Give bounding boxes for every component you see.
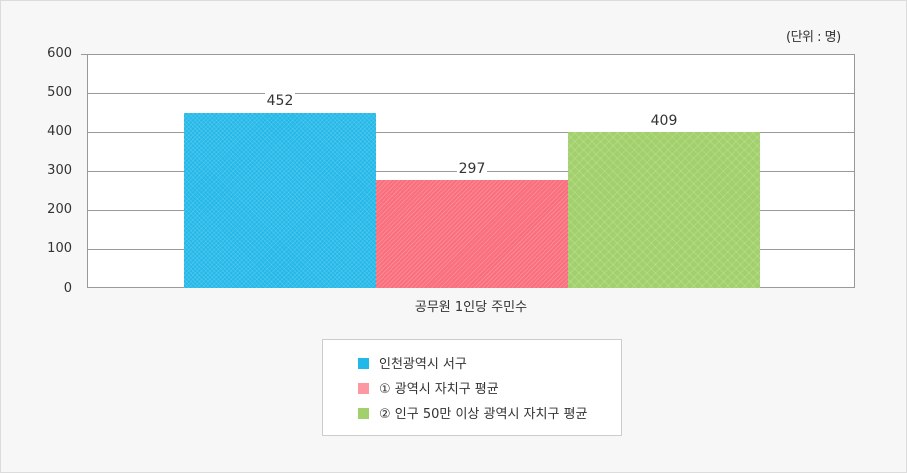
- gridline-500: [87, 93, 855, 94]
- y-tick-100: 100: [47, 241, 72, 256]
- y-tick-400: 400: [47, 124, 72, 139]
- bar-500k-metro-district-average: [568, 132, 760, 288]
- value-label-500k-metro-district-average: 409: [648, 113, 680, 129]
- x-category-label: 공무원 1인당 주민수: [414, 300, 528, 315]
- y-tick-600: 600: [47, 46, 72, 61]
- legend-item-500k-metro-district-average: ② 인구 50만 이상 광역시 자치구 평균: [358, 403, 587, 422]
- legend-item-metro-district-average: ① 광역시 자치구 평균: [358, 378, 499, 397]
- legend-item-incheon-seogu: 인천광역시 서구: [358, 353, 467, 372]
- value-label-incheon-seogu: 452: [264, 93, 296, 109]
- y-tick-0: 0: [63, 281, 72, 296]
- tick-mark-600: [81, 54, 87, 55]
- bar-incheon-seogu: [184, 113, 376, 288]
- bar-metro-district-average: [376, 180, 568, 288]
- legend: 인천광역시 서구 ① 광역시 자치구 평균 ② 인구 50만 이상 광역시 자치…: [322, 339, 622, 436]
- y-tick-300: 300: [47, 163, 72, 178]
- y-tick-200: 200: [47, 202, 72, 217]
- y-tick-500: 500: [47, 85, 72, 100]
- gridline-400: [87, 132, 855, 133]
- unit-label: (단위 : 명): [786, 30, 841, 45]
- legend-swatch-blue: [358, 358, 369, 369]
- value-label-metro-district-average: 297: [456, 161, 488, 177]
- legend-swatch-pink: [358, 383, 369, 394]
- legend-swatch-green: [358, 408, 369, 419]
